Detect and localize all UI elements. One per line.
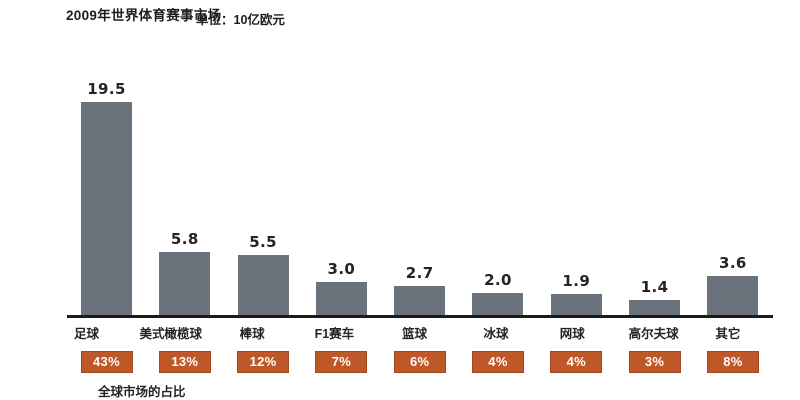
category-label: 棒球: [239, 327, 265, 341]
chart-title: 2009年世界体育赛事市场: [66, 8, 222, 23]
footer-note: 全球市场的占比: [98, 385, 186, 399]
bar-value-label: 3.0: [327, 260, 356, 278]
bar-column: 1.4: [615, 0, 693, 315]
percent-badge: 3%: [628, 351, 681, 373]
bar: [159, 252, 211, 315]
category-label: 冰球: [483, 327, 509, 341]
percent-badge: 7%: [315, 351, 368, 373]
bar-column: 5.5: [224, 0, 302, 315]
category-label: 高尔夫球: [628, 327, 679, 341]
percent-badge: 4%: [550, 351, 603, 373]
bar: [550, 294, 602, 315]
x-axis-line: [67, 315, 773, 318]
bar-value-label: 1.4: [640, 278, 669, 296]
unit-label: 单位：10亿欧元: [196, 13, 285, 27]
bar-value-label: 2.7: [405, 264, 434, 282]
bar-value-label: 5.5: [249, 233, 277, 251]
bar: [394, 286, 446, 315]
category-label: 其它: [715, 327, 741, 341]
bar: [315, 282, 367, 315]
percent-badge: 12%: [237, 351, 290, 373]
percent-badge: 6%: [393, 351, 446, 373]
percent-badge: 13%: [158, 351, 211, 373]
bar: [237, 255, 289, 315]
bar-column: 1.9: [537, 0, 615, 315]
category-label: F1赛车: [314, 327, 355, 341]
category-label: 足球: [73, 327, 99, 341]
bar-value-label: 19.5: [87, 80, 126, 98]
bar-value-label: 3.6: [719, 254, 747, 272]
bar-value-label: 2.0: [484, 271, 512, 289]
bar-value-label: 1.9: [562, 272, 591, 290]
bar-column: 5.8: [146, 0, 224, 315]
bar-column: 2.0: [459, 0, 537, 315]
category-label: 网球: [559, 327, 585, 341]
bar-column: 3.0: [302, 0, 380, 315]
percent-badge: 4%: [472, 351, 524, 373]
bar-column: 19.5: [67, 0, 145, 315]
percent-badge: 43%: [80, 351, 133, 373]
percent-badge: 8%: [706, 351, 759, 373]
category-label: 篮球: [402, 327, 428, 341]
bar-column: 3.6: [694, 0, 772, 315]
bar: [629, 300, 681, 315]
bar: [472, 293, 524, 315]
category-label: 美式橄榄球: [139, 327, 203, 341]
bar-column: 2.7: [381, 0, 459, 315]
bar: [707, 276, 759, 315]
bar-value-label: 5.8: [170, 230, 199, 248]
bar: [80, 102, 132, 315]
